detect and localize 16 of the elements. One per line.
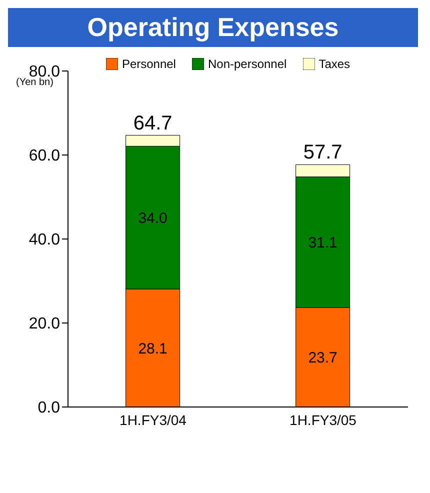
legend-label: Taxes <box>318 57 350 71</box>
y-tick-label: 40.0 <box>28 232 60 249</box>
data-label: 34.0 <box>138 210 168 227</box>
chart-title: Operating Expenses <box>8 8 418 47</box>
total-label: 64.7 <box>133 112 172 134</box>
x-tick-label: 1H.FY3/05 <box>290 412 357 428</box>
y-tick-label: 20.0 <box>28 316 60 333</box>
data-label: 23.7 <box>308 350 338 367</box>
y-tick-label: 0.0 <box>38 400 60 417</box>
data-label: 28.1 <box>138 340 168 358</box>
y-tick-label: 60.0 <box>28 148 60 165</box>
x-tick-label: 1H.FY3/04 <box>120 412 187 428</box>
legend-label: Personnel <box>122 57 176 71</box>
data-label: 31.1 <box>308 234 338 252</box>
total-label: 57.7 <box>303 142 342 164</box>
legend-label: Non-personnel <box>208 57 287 71</box>
